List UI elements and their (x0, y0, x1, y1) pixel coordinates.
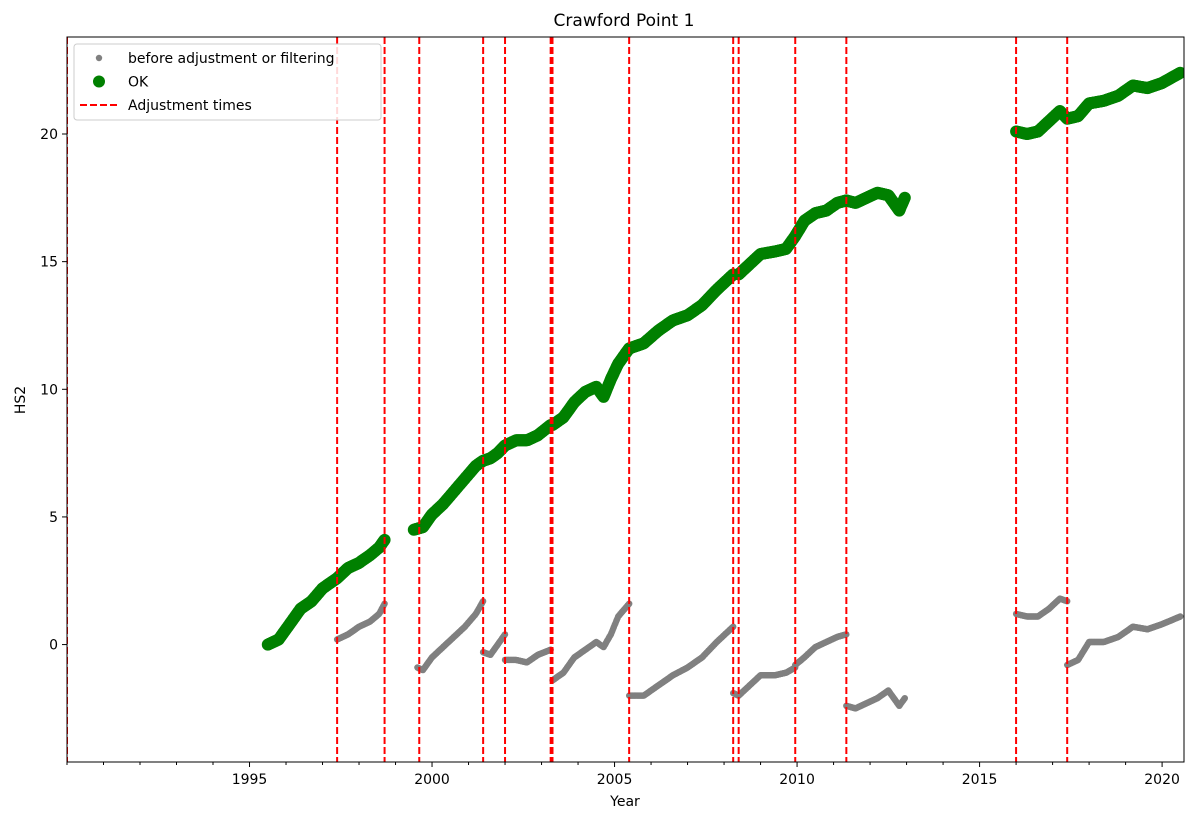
y-tick-label: 15 (40, 255, 58, 271)
plot-area (66, 36, 1185, 763)
ok-segment (546, 268, 740, 431)
raw-segment (1012, 595, 1071, 620)
x-axis-label: Year (609, 794, 640, 810)
y-tick-label: 0 (49, 638, 58, 654)
x-tick-label: 2020 (1144, 772, 1180, 788)
y-axis-ticks: 0 5 10 15 20 (40, 127, 67, 654)
raw-segment (549, 600, 633, 684)
x-tick-label: 2010 (779, 772, 815, 788)
legend-entry: Adjustment times (80, 98, 252, 114)
legend-box (73, 43, 382, 121)
data-marks (67, 37, 1184, 762)
adjustment-lines (67, 37, 1069, 762)
x-tick-label: 2005 (597, 772, 633, 788)
raw-segment (843, 687, 908, 712)
raw-segment (1064, 613, 1184, 669)
y-tick-label: 5 (49, 510, 58, 526)
plot-frame (66, 36, 1185, 763)
raw-point (901, 695, 908, 702)
raw-segment (792, 631, 850, 669)
legend-swatch-small-dot (95, 54, 103, 62)
legend: before adjustment or filtering OK Adjustme… (73, 43, 382, 121)
y-tick-label: 10 (40, 382, 58, 398)
raw-point (1177, 613, 1184, 620)
raw-segment (414, 598, 487, 674)
ok-point (1174, 66, 1184, 79)
y-tick-label: 20 (40, 127, 58, 143)
x-tick-label: 1995 (232, 772, 268, 788)
legend-label: OK (128, 75, 149, 91)
ok-segment (261, 533, 391, 651)
chart-title: Crawford Point 1 (554, 11, 695, 31)
raw-segment (501, 646, 554, 666)
x-tick-label: 2015 (962, 772, 998, 788)
ok-segment (1010, 66, 1184, 140)
legend-entry: before adjustment or filtering (95, 51, 335, 67)
y-axis-label: HS2 (13, 386, 29, 414)
x-axis-ticks: 1995 2000 2005 2010 2015 2020 (66, 762, 1180, 788)
ok-segment (732, 186, 911, 281)
raw-point (843, 631, 850, 638)
ok-point (898, 191, 911, 204)
legend-label: before adjustment or filtering (128, 51, 335, 67)
raw-segment (333, 600, 388, 643)
legend-label: Adjustment times (128, 98, 252, 114)
raw-point (730, 623, 737, 630)
raw-segment (626, 623, 737, 699)
x-tick-label: 2000 (414, 772, 450, 788)
raw-segment (479, 631, 509, 658)
raw-segment (735, 664, 799, 699)
legend-entry: OK (93, 75, 149, 91)
raw-point (501, 631, 509, 638)
legend-swatch-large-dot (93, 75, 105, 88)
